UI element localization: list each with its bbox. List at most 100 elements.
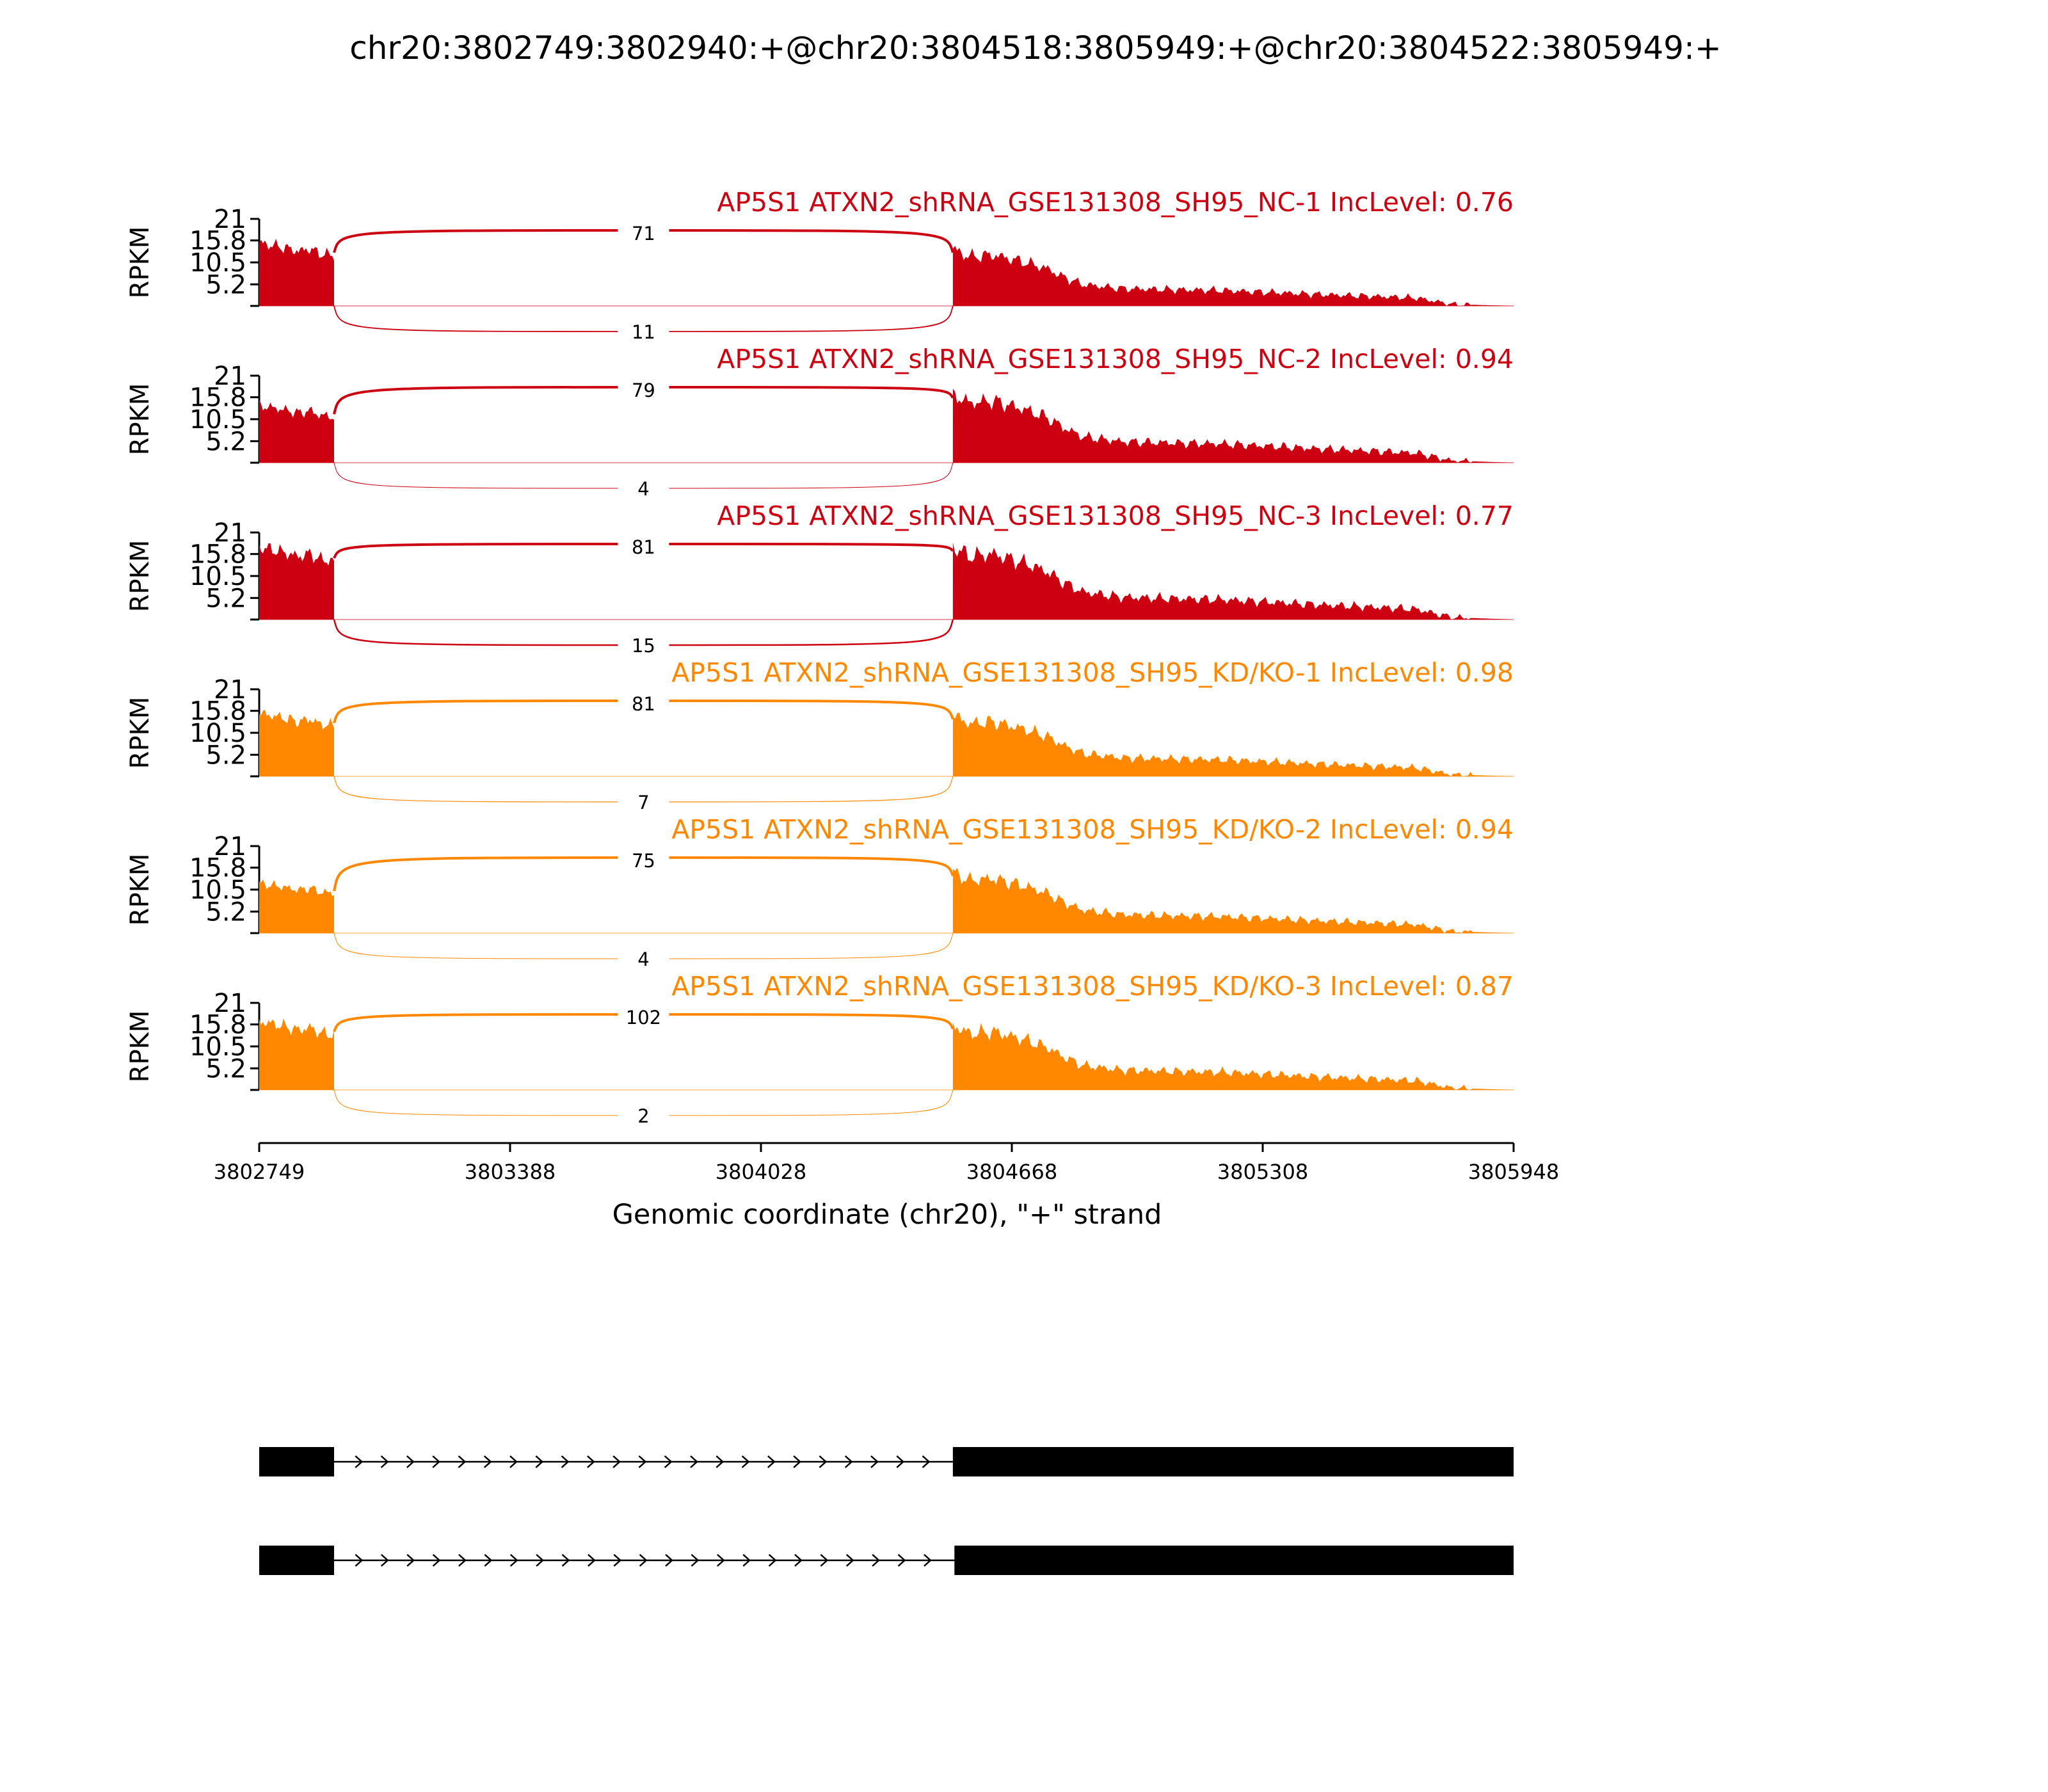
coverage-exon1 xyxy=(259,879,335,933)
y-tick-label: 10.5 xyxy=(189,562,246,591)
strand-arrow xyxy=(716,1554,725,1567)
inclusion-junction-count: 79 xyxy=(632,380,655,401)
inclusion-junction-count: 71 xyxy=(632,223,655,244)
junction-label-bg xyxy=(618,1011,669,1030)
y-tick-label: 21 xyxy=(214,205,246,234)
strand-arrow xyxy=(924,1554,932,1567)
strand-arrow xyxy=(588,1554,596,1567)
junction-label-bg xyxy=(618,792,669,812)
exclusion-junction-count: 4 xyxy=(637,948,649,970)
exclusion-junction-count: 4 xyxy=(637,478,649,500)
coverage-exon2 xyxy=(952,712,1514,776)
strand-arrow xyxy=(665,1554,673,1567)
x-tick-label: 3805948 xyxy=(1468,1160,1560,1184)
strand-arrow xyxy=(355,1455,364,1468)
strand-arrow xyxy=(639,1554,648,1567)
junction-label-bg xyxy=(618,540,669,559)
coverage-exon1 xyxy=(259,543,335,620)
coverage-exon2 xyxy=(952,388,1514,463)
x-axis: 3802749 3803388 3804028 3804668 3805308 38059… xyxy=(214,1142,1560,1184)
y-axis-label: RPKM xyxy=(125,1011,155,1083)
y-tick-label: 15.8 xyxy=(189,383,246,413)
inclusion-junction-count: 75 xyxy=(632,850,655,872)
junction-label-bg xyxy=(618,854,669,873)
strand-arrow xyxy=(613,1554,622,1567)
y-axis-label: RPKM xyxy=(125,540,155,612)
y-tick-label: 5.2 xyxy=(205,740,246,770)
y-tick-label: 21 xyxy=(214,518,246,548)
junction-label-bg xyxy=(618,321,669,342)
y-tick-label: 5.2 xyxy=(205,427,246,456)
track-title: AP5S1 ATXN2_shRNA_GSE131308_SH95_KD/KO-1… xyxy=(671,657,1514,688)
strand-arrow xyxy=(768,1554,777,1567)
isoform-1 xyxy=(259,1447,1514,1476)
junction-label-bg xyxy=(618,478,669,499)
y-tick-label: 10.5 xyxy=(189,248,246,278)
y-tick-label: 15.8 xyxy=(189,697,246,726)
y-tick-label: 5.2 xyxy=(205,270,246,300)
track-title: AP5S1 ATXN2_shRNA_GSE131308_SH95_NC-1 In… xyxy=(717,187,1514,218)
x-tick-label: 3802749 xyxy=(214,1160,305,1184)
y-axis-label: RPKM xyxy=(125,227,155,299)
y-tick-label: 15.8 xyxy=(189,227,246,256)
exclusion-junction-count: 2 xyxy=(637,1105,649,1127)
inclusion-junction-count: 102 xyxy=(626,1007,661,1028)
junction-label-bg xyxy=(618,635,669,655)
strand-arrow xyxy=(561,1554,570,1567)
y-tick-label: 21 xyxy=(214,832,246,861)
y-tick-label: 5.2 xyxy=(205,1054,246,1084)
inclusion-junction-count: 81 xyxy=(632,536,655,558)
x-tick-label: 3805308 xyxy=(1217,1160,1309,1184)
strand-arrow xyxy=(587,1455,595,1468)
coverage-exon2 xyxy=(952,246,1514,306)
strand-arrow xyxy=(793,1455,802,1468)
y-axis-label: RPKM xyxy=(125,697,155,769)
strand-arrow xyxy=(844,1455,853,1468)
strand-arrow xyxy=(561,1455,570,1468)
strand-arrow xyxy=(794,1554,803,1567)
coverage-exon1 xyxy=(259,1018,335,1090)
exclusion-junction-count: 11 xyxy=(632,321,655,343)
strand-arrow xyxy=(845,1554,854,1567)
strand-arrow xyxy=(536,1554,544,1567)
y-axis-label: RPKM xyxy=(125,383,155,456)
coverage-exon2 xyxy=(952,1021,1514,1090)
strand-arrow xyxy=(432,1455,441,1468)
inclusion-junction-count: 81 xyxy=(632,693,655,715)
strand-arrow xyxy=(458,1554,467,1567)
strand-arrow xyxy=(897,1554,906,1567)
x-tick-label: 3804028 xyxy=(716,1160,807,1184)
y-tick-label: 5.2 xyxy=(205,897,246,927)
strand-arrow xyxy=(691,1554,700,1567)
strand-arrow xyxy=(406,1455,415,1468)
gene-model-panel xyxy=(259,1447,1514,1575)
strand-arrow xyxy=(922,1455,931,1468)
strand-arrow xyxy=(638,1455,647,1468)
junction-label-bg xyxy=(618,1105,669,1126)
strand-arrow xyxy=(664,1455,673,1468)
coverage-exon1 xyxy=(259,238,335,306)
strand-arrow xyxy=(535,1455,544,1468)
coverage-exon2 xyxy=(952,542,1514,620)
strand-arrow xyxy=(432,1554,441,1567)
coverage-exon2 xyxy=(952,868,1514,933)
y-tick-label: 15.8 xyxy=(189,1011,246,1040)
junction-label-bg xyxy=(618,383,669,403)
strand-arrow xyxy=(406,1554,415,1567)
strand-arrow xyxy=(742,1554,751,1567)
strand-arrow xyxy=(741,1455,750,1468)
track-title: AP5S1 ATXN2_shRNA_GSE131308_SH95_NC-3 In… xyxy=(717,500,1514,531)
y-tick-label: 10.5 xyxy=(189,876,246,905)
exclusion-junction-count: 15 xyxy=(632,635,655,657)
junction-label-bg xyxy=(618,697,669,716)
x-axis-label: Genomic coordinate (chr20), "+" strand xyxy=(612,1199,1162,1231)
strand-arrow xyxy=(612,1455,621,1468)
strand-arrow xyxy=(896,1455,905,1468)
y-tick-label: 10.5 xyxy=(189,1032,246,1062)
coverage-exon1 xyxy=(259,710,335,776)
